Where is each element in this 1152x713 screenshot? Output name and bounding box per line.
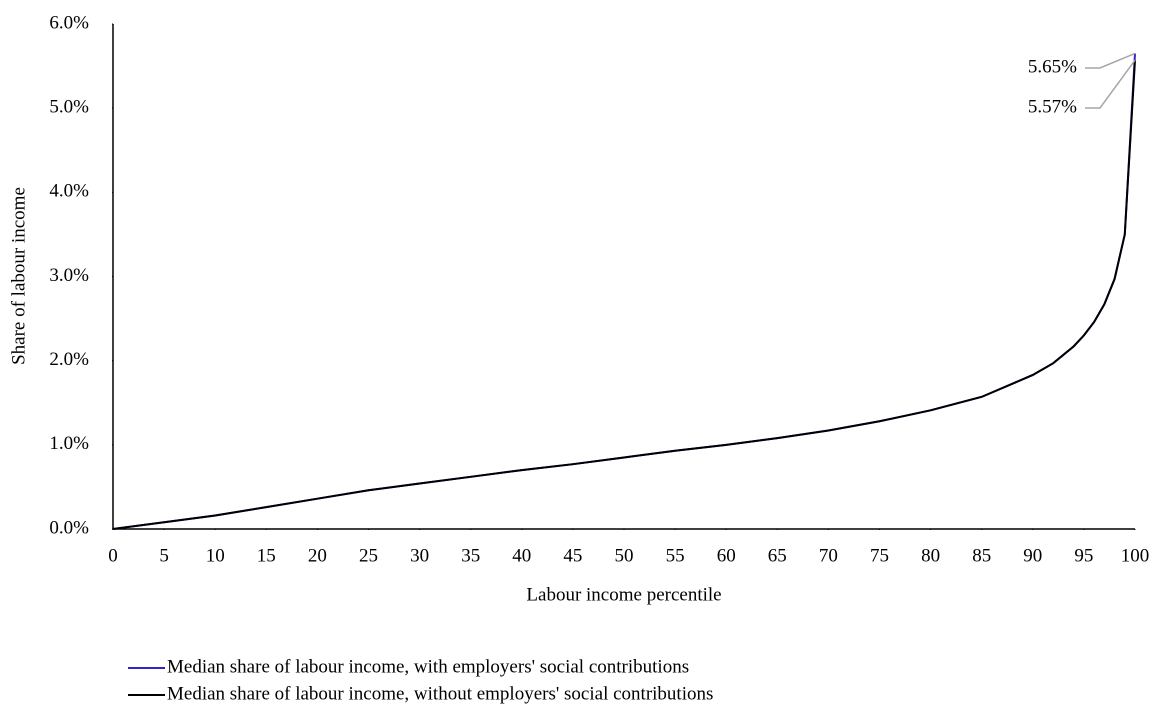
- leader-line: [1085, 59, 1136, 109]
- x-tick-label: 40: [512, 545, 531, 566]
- leader-line: [1085, 52, 1136, 69]
- x-tick-label: 50: [615, 545, 634, 566]
- x-tick-label: 70: [819, 545, 838, 566]
- series-line: [112, 60, 1136, 530]
- x-tick-label: 60: [717, 545, 736, 566]
- x-tick-label: 75: [870, 545, 889, 566]
- y-axis-title: Share of labour income: [8, 187, 29, 365]
- x-tick-label: 15: [257, 545, 276, 566]
- legend-label: Median share of labour income, with empl…: [167, 656, 689, 677]
- x-tick-label: 5: [159, 545, 169, 566]
- x-tick-label: 100: [1121, 545, 1150, 566]
- x-tick-label: 90: [1023, 545, 1042, 566]
- x-tick-label: 95: [1074, 545, 1093, 566]
- y-tick-label: 4.0%: [49, 181, 89, 202]
- y-tick-label: 1.0%: [49, 433, 89, 454]
- y-tick-label: 6.0%: [49, 12, 89, 33]
- x-tick-label: 45: [563, 545, 582, 566]
- x-tick-label: 25: [359, 545, 378, 566]
- data-label: 5.65%: [1028, 56, 1077, 77]
- x-tick-label: 20: [308, 545, 327, 566]
- x-tick-label: 30: [410, 545, 429, 566]
- data-label: 5.57%: [1028, 96, 1077, 117]
- x-axis-title: Labour income percentile: [526, 584, 721, 605]
- x-tick-label: 10: [206, 545, 225, 566]
- y-tick-label: 2.0%: [49, 349, 89, 370]
- x-tick-label: 85: [972, 545, 991, 566]
- y-tick-label: 5.0%: [49, 97, 89, 118]
- y-tick-label: 0.0%: [49, 517, 89, 538]
- legend-label: Median share of labour income, without e…: [167, 683, 713, 704]
- x-tick-label: 65: [768, 545, 787, 566]
- x-tick-label: 55: [666, 545, 685, 566]
- x-tick-label: 35: [461, 545, 480, 566]
- x-tick-label: 0: [108, 545, 118, 566]
- y-tick-label: 3.0%: [49, 265, 89, 286]
- x-tick-label: 80: [921, 545, 940, 566]
